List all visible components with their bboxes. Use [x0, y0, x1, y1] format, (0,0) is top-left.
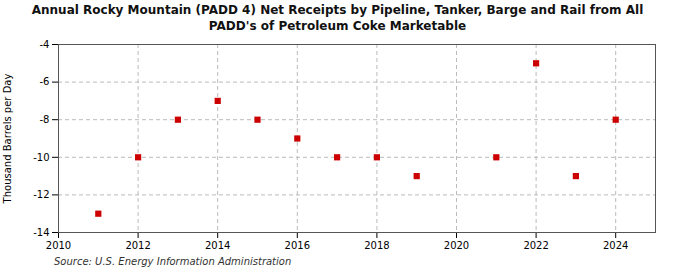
svg-text:2024: 2024: [603, 240, 628, 251]
svg-text:-4: -4: [40, 39, 50, 50]
svg-text:2014: 2014: [205, 240, 230, 251]
svg-text:-6: -6: [40, 76, 50, 87]
svg-text:2012: 2012: [125, 240, 150, 251]
svg-text:2016: 2016: [285, 240, 310, 251]
svg-text:2018: 2018: [364, 240, 389, 251]
svg-text:Thousand Barrels per Day: Thousand Barrels per Day: [2, 74, 13, 205]
svg-text:-14: -14: [33, 227, 49, 238]
html-text:Annual Rocky Mountain (PADD 4): Annual Rocky Mountain (PADD 4) Net Recei…: [31, 3, 644, 33]
svg-text:2010: 2010: [46, 240, 71, 251]
svg-text:2022: 2022: [523, 240, 548, 251]
svg-text:-10: -10: [33, 152, 49, 163]
svg-text:-8: -8: [40, 114, 50, 125]
svg-text:-12: -12: [33, 189, 49, 200]
html-text:Source: U.S. Energy Informatio: Source: U.S. Energy Information Administ…: [54, 256, 292, 268]
svg-text:2020: 2020: [444, 240, 469, 251]
